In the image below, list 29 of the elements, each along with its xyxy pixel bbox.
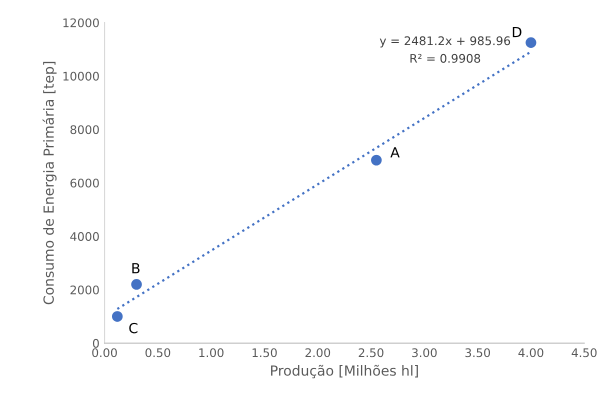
annotation: D	[512, 26, 522, 38]
x-tick-label: 4.50	[572, 348, 597, 358]
x-tick-label: 1.00	[199, 348, 224, 358]
annotation: y = 2481.2x + 985.96	[380, 36, 510, 48]
x-tick-label: 3.00	[412, 348, 437, 358]
point	[371, 154, 382, 166]
annotation: R² = 0.9908	[410, 54, 480, 63]
y-axis-title: Consumo de Energia Primária [tep]	[42, 62, 57, 304]
annotation: C	[129, 322, 138, 334]
point	[526, 37, 536, 48]
y-tick-label: 8000	[70, 125, 99, 134]
x-tick-label: 2.50	[358, 348, 384, 358]
y-tick-label: 10000	[63, 72, 99, 81]
y-tick-label: 0	[92, 338, 99, 348]
point	[131, 279, 142, 290]
x-tick-label: 3.50	[465, 348, 490, 358]
y-tick-label: 6000	[70, 178, 99, 188]
x-tick-label: 0.00	[92, 348, 117, 358]
x-axis-title: Produção [Milhões hl]	[271, 364, 418, 378]
x-tick-label: 4.00	[518, 348, 544, 358]
annotation: B	[132, 263, 140, 274]
y-tick-label: 12000	[63, 18, 99, 28]
point	[112, 311, 123, 322]
y-tick-label: 4000	[70, 232, 99, 241]
annotation: A	[390, 147, 400, 158]
y-tick-label: 2000	[70, 285, 99, 294]
x-tick-label: 0.50	[145, 348, 170, 358]
x-tick-label: 2.00	[305, 348, 330, 358]
x-tick-label: 1.50	[252, 348, 277, 358]
